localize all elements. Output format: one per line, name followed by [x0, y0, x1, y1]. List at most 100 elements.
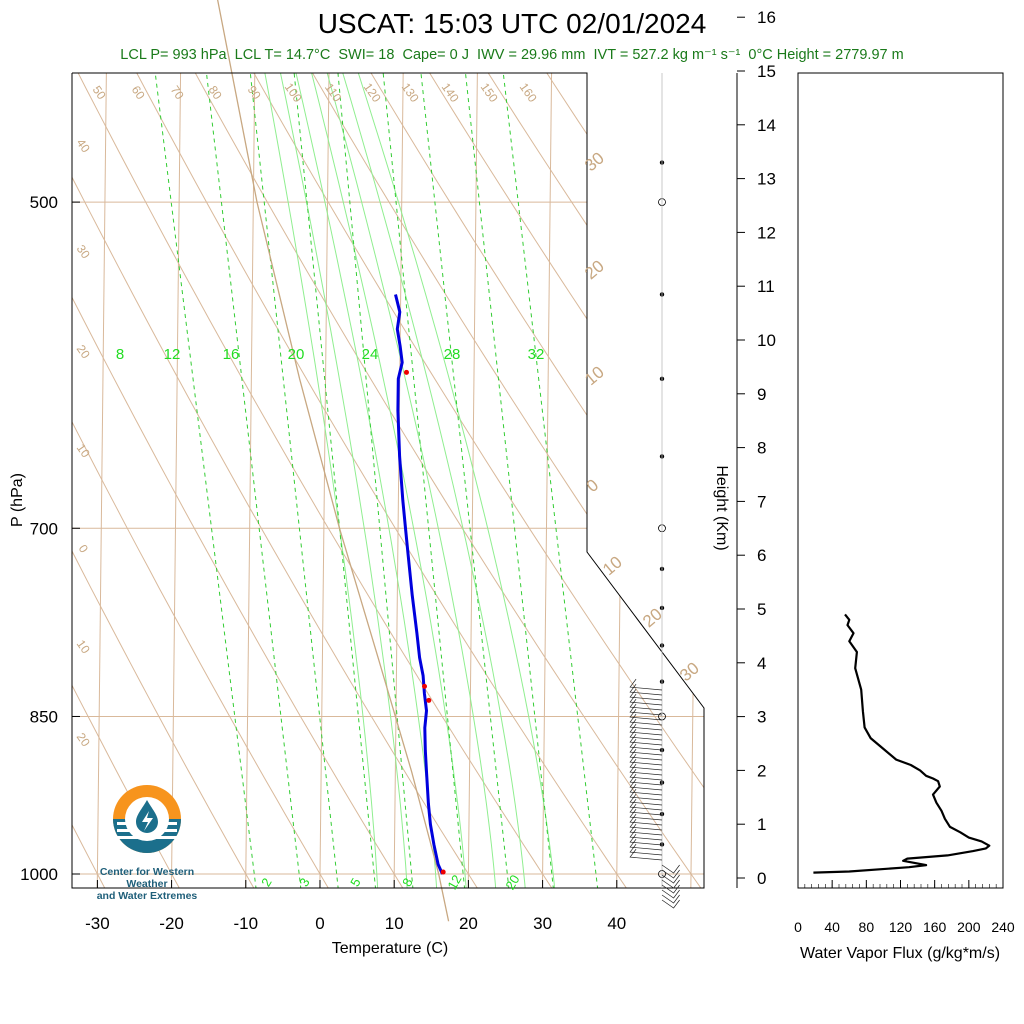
x-tick-label: 0 [315, 914, 324, 933]
wind-barb [629, 708, 663, 721]
freezing-height: 0°C Height = 2779.97 m [748, 47, 904, 63]
logo-caption: Center for Western Weather and Water Ext… [88, 866, 206, 902]
moist-adiabat-line [135, 73, 499, 888]
flux-tick-label: 80 [859, 919, 875, 935]
height-tick-label: 10 [757, 331, 776, 350]
height-tick-label: 11 [757, 277, 775, 296]
flux-frame [797, 72, 1004, 889]
isotherm-line [23, 0, 49, 930]
mixing-ratio-label: 5 [347, 875, 364, 889]
isotherm-label: 0 [583, 475, 602, 496]
x-axis-label: Temperature (C) [332, 940, 448, 957]
wind-barb [629, 768, 663, 781]
wind-barb [629, 683, 663, 696]
adiabat-label: 140 [439, 80, 462, 105]
height-tick-label: 15 [757, 62, 776, 81]
swi-value: SWI= 18 [338, 47, 395, 63]
height-tick-label: 5 [757, 600, 766, 619]
flux-axis-label: Water Vapor Flux (g/kg*m/s) [800, 945, 1000, 962]
wind-barb [629, 688, 663, 701]
adiabat-label: 30 [74, 242, 93, 261]
wind-barb [661, 874, 680, 884]
isotherm-line [467, 73, 495, 888]
adiabat-label: 10 [74, 637, 93, 656]
adiabat-label: 80 [206, 83, 225, 102]
moist-adiabat-label: 28 [444, 346, 461, 363]
isotherm-line [318, 73, 347, 888]
flux-tick-label: 160 [923, 919, 947, 935]
isotherm-label: 10 [599, 552, 626, 579]
wind-barb [629, 788, 663, 801]
adiabat-label: 130 [399, 80, 422, 105]
mixing-ratio-line [492, 73, 602, 888]
height-tick-label: 13 [757, 170, 776, 189]
cw3e-logo [112, 784, 182, 854]
mixing-ratio-label: 2 [258, 875, 275, 889]
height-tick-label: 4 [757, 654, 766, 673]
wind-barb [629, 733, 663, 746]
wind-barb [629, 783, 663, 796]
wind-barb [629, 698, 663, 711]
height-tick-label: 8 [757, 439, 766, 458]
wind-barb [661, 869, 680, 879]
wind-barb [661, 884, 680, 894]
wind-barb [629, 828, 663, 841]
wind-barb [629, 718, 663, 731]
mixing-ratio-line [411, 73, 513, 888]
wind-barb [629, 813, 663, 826]
p-tick-label: 1000 [20, 865, 58, 884]
dry-adiabat-line [72, 73, 704, 888]
p-tick-label: 700 [30, 519, 58, 538]
cape-value: Cape= 0 J [402, 47, 469, 63]
wind-barb [629, 763, 663, 776]
wind-barb [629, 703, 663, 716]
mixing-ratio-label: 3 [296, 875, 313, 889]
height-tick-label: 2 [757, 761, 766, 780]
dry-adiabat-line [72, 73, 704, 888]
height-tick-label: 12 [757, 223, 776, 242]
wind-barb [629, 678, 663, 691]
height-tick-label: 9 [757, 385, 766, 404]
moist-adiabat-line [135, 73, 409, 888]
mixing-ratio-label: 12 [444, 872, 464, 892]
dry-adiabat-line [72, 73, 128, 888]
moist-adiabat-label: 8 [116, 346, 124, 363]
flux-tick-label: 120 [889, 919, 913, 935]
temperature-profile-line [394, 294, 444, 875]
x-tick-label: -30 [85, 914, 110, 933]
wind-barb [629, 833, 663, 846]
moist-adiabat-line [135, 73, 380, 888]
wind-barb [629, 823, 663, 836]
flux-profile-line [813, 613, 991, 874]
dry-adiabat-line [72, 73, 581, 888]
isotherm-label: 20 [581, 256, 608, 283]
p-tick-label: 500 [30, 193, 58, 212]
wind-barb [629, 848, 663, 861]
chart-subtitle: LCL P= 993 hPa LCL T= 14.7°C SWI= 18 Cap… [0, 47, 1024, 63]
dry-adiabat-line [72, 73, 656, 888]
dewpoint-mark [421, 683, 427, 689]
wind-barb [629, 748, 663, 761]
wind-barb [629, 778, 663, 791]
moist-adiabat-line [135, 73, 469, 888]
height-tick-label: 16 [757, 8, 776, 27]
chart-title: USCAT: 15:03 UTC 02/01/2024 [317, 8, 707, 39]
height-tick-label: 3 [757, 708, 766, 727]
lcl-pressure: LCL P= 993 hPa [120, 47, 227, 63]
mixing-ratio-line [240, 73, 343, 888]
x-tick-label: 10 [385, 914, 404, 933]
wind-barb [629, 738, 663, 751]
mixing-ratio-line [195, 73, 306, 888]
isotherm-line [765, 0, 791, 930]
dry-adiabat-line [96, 73, 704, 888]
wind-barb [629, 838, 663, 851]
adiabat-label: 100 [282, 80, 305, 105]
wind-barb [629, 818, 663, 831]
isotherm-line [170, 73, 198, 888]
moist-adiabat-line [135, 73, 528, 888]
wind-barb [629, 773, 663, 786]
dry-adiabat-line [72, 73, 279, 888]
wind-barb [629, 723, 663, 736]
wind-barb [661, 864, 680, 874]
dry-adiabat-line [72, 73, 505, 888]
